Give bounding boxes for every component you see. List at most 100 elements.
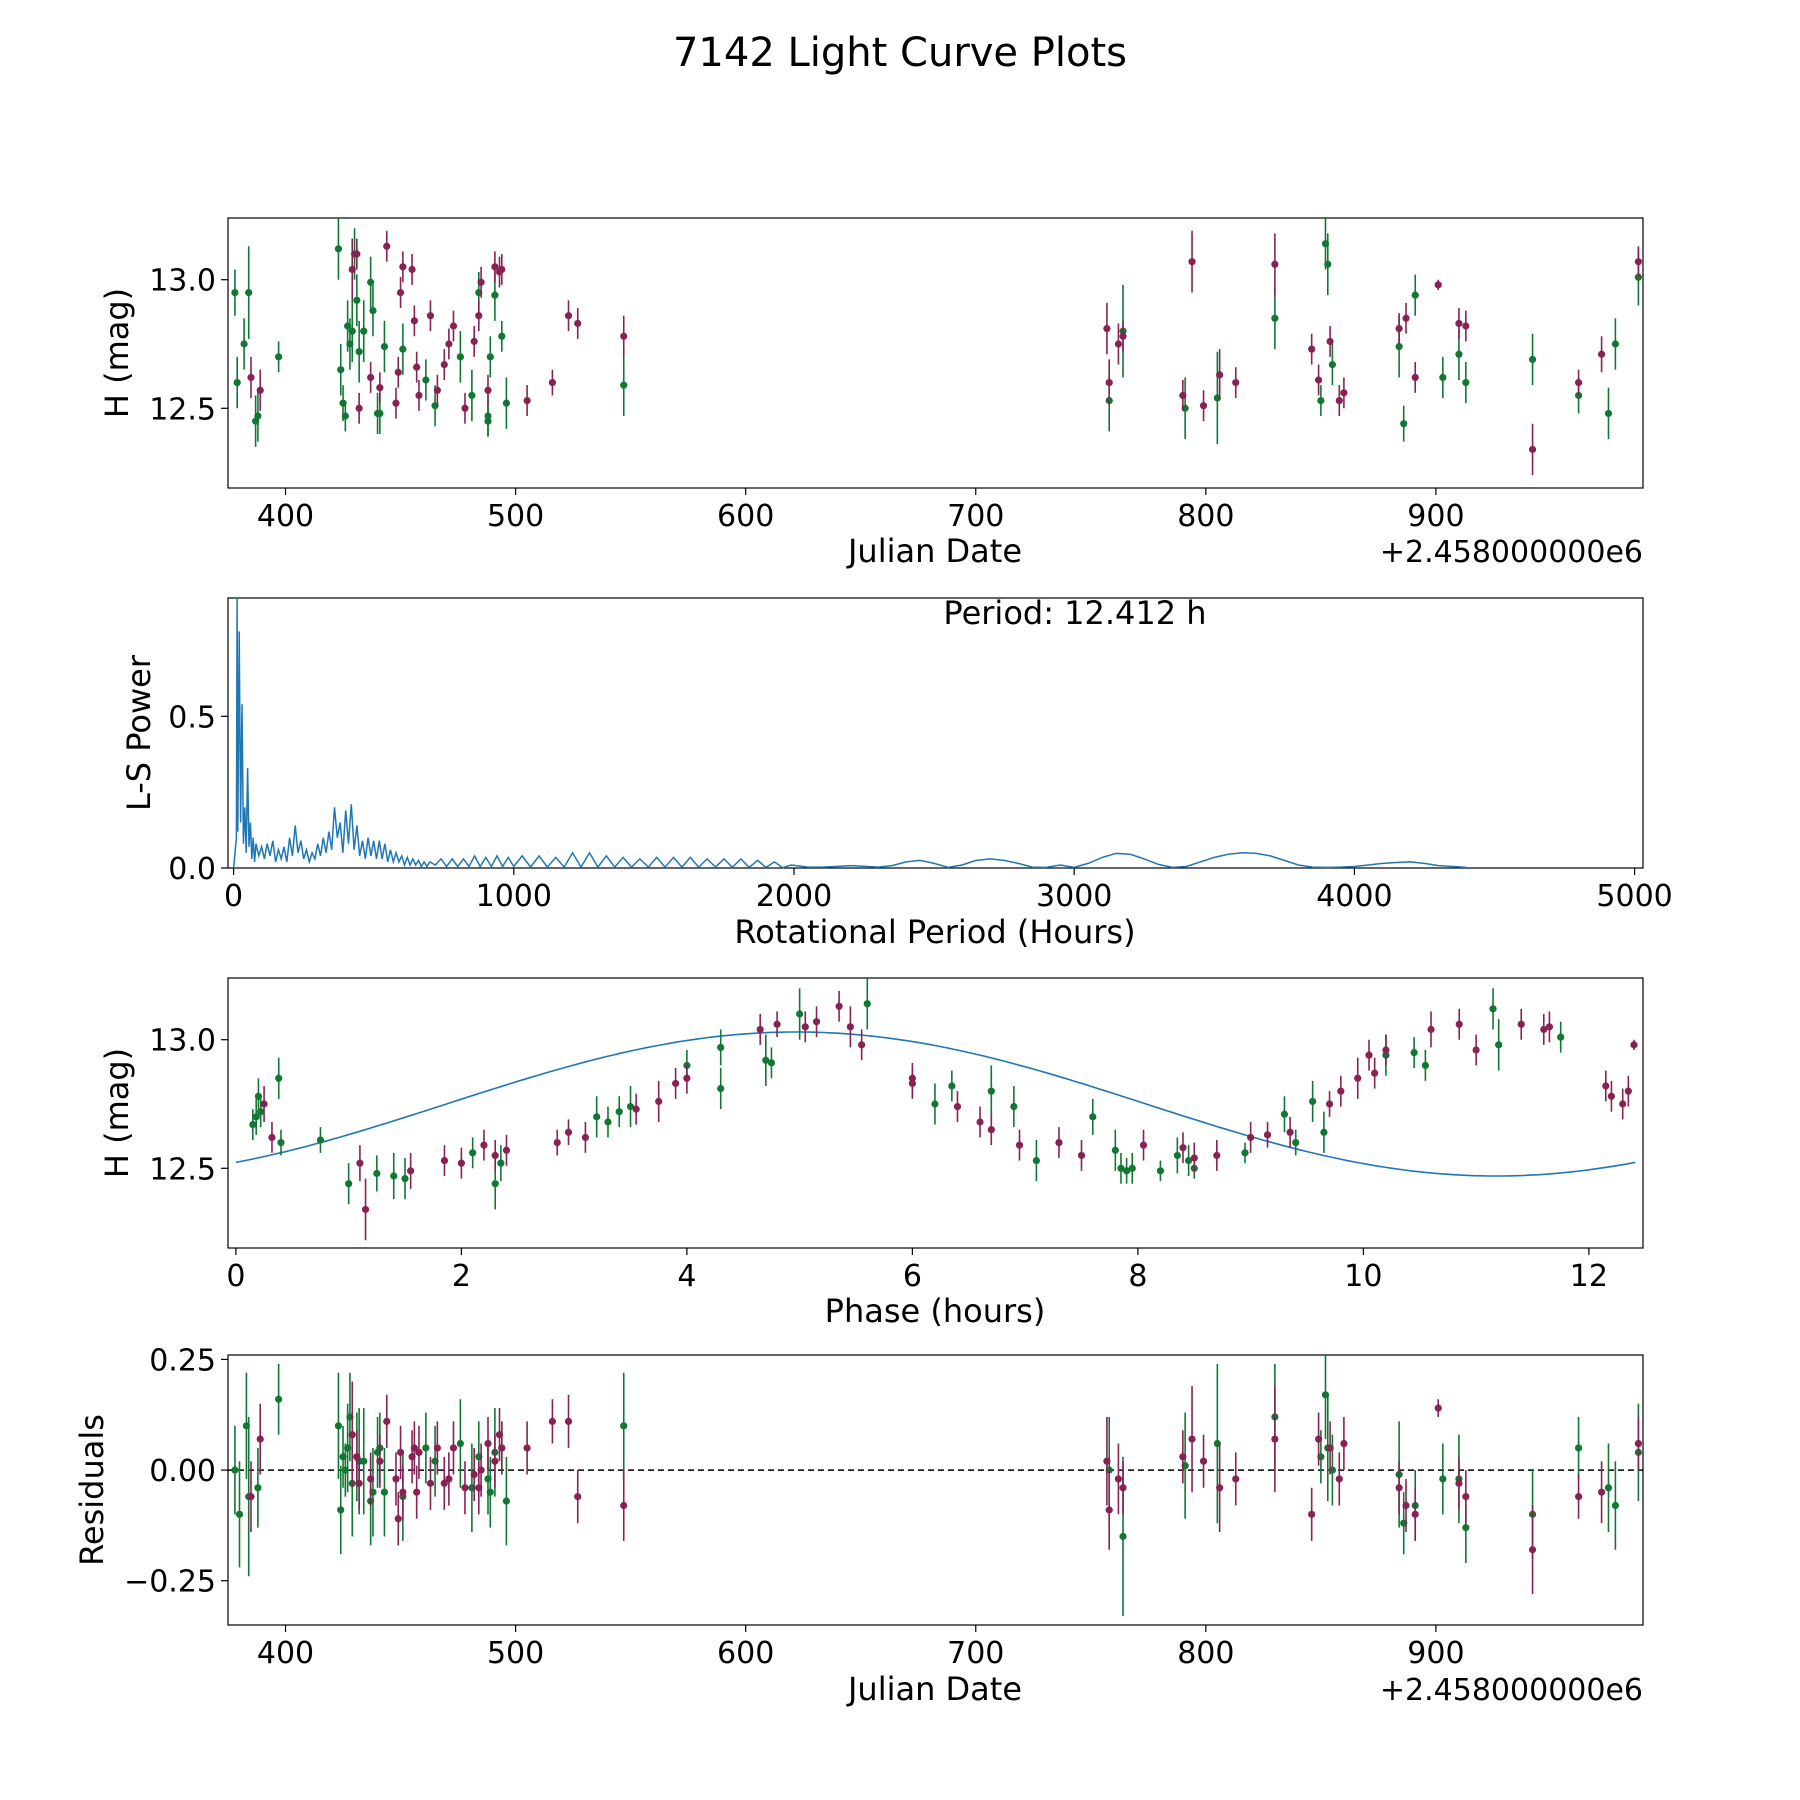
phased-data-point: [604, 1118, 612, 1126]
lightcurve-data-point: [1119, 332, 1127, 340]
residuals-data-point: [1340, 1439, 1348, 1448]
residuals-ytick-label: 0.00: [149, 1454, 216, 1489]
phased-data-point: [1517, 1020, 1525, 1028]
lightcurve-xtick-label: 700: [947, 499, 1004, 534]
residuals-data-point: [337, 1506, 345, 1514]
phased-data-point: [835, 1002, 843, 1010]
lightcurve-data-point: [445, 340, 453, 348]
residuals-data-point: [413, 1488, 421, 1496]
periodogram-ytick-label: 0.5: [168, 700, 216, 735]
phased-data-point: [1624, 1087, 1632, 1095]
phased-data-point: [356, 1159, 364, 1167]
residuals-xtick-label: 500: [487, 1636, 544, 1671]
phased-data-point: [373, 1169, 381, 1178]
periodogram-ytick-label: 0.0: [168, 852, 216, 887]
phased-xtick-label: 10: [1344, 1259, 1382, 1294]
lightcurve-data-point: [1402, 314, 1410, 322]
residuals-data-point: [410, 1444, 418, 1452]
phased-data-point: [1055, 1138, 1063, 1147]
lightcurve-data-point: [392, 399, 400, 407]
lightcurve-data-point: [491, 291, 499, 299]
phased-data-point: [1557, 1033, 1565, 1041]
residuals-data-point: [1119, 1484, 1127, 1492]
lightcurve-data-point: [380, 342, 389, 351]
residuals-xlabel: Julian Date: [846, 1670, 1022, 1708]
lightcurve-data-point: [1114, 340, 1123, 348]
residuals-data-point: [422, 1444, 430, 1452]
residuals-data-point: [1597, 1488, 1606, 1496]
phased-data-point: [948, 1082, 956, 1090]
lightcurve-data-point: [1462, 322, 1470, 330]
periodogram-marks: [232, 597, 1467, 869]
lightcurve-data-point: [254, 412, 262, 420]
residuals-data-point: [348, 1431, 356, 1439]
residuals-xtick-label: 700: [947, 1636, 1004, 1671]
residuals-data-point: [1216, 1484, 1224, 1492]
residuals-xticks: 400 500 600 700 800 900: [257, 1625, 1465, 1671]
lightcurve-data-point: [440, 360, 448, 369]
lightcurve-data-point: [360, 327, 368, 335]
lightcurve-data-point: [231, 288, 239, 297]
phased-panel: Phase (hours) H (mag) 0 2 4 6 8 10 12 12.5 13.0: [98, 977, 1644, 1330]
lightcurve-data-point: [245, 288, 253, 297]
lightcurve-data-point: [484, 386, 492, 394]
periodogram-xtick-label: 4000: [1316, 879, 1392, 914]
phased-data-point: [615, 1108, 623, 1116]
residuals-data-point: [426, 1479, 435, 1487]
residuals-yticks: −0.25 0.00 0.25: [124, 1343, 228, 1600]
lightcurve-data-point: [247, 373, 255, 382]
periodogram-xtick-label: 0: [224, 879, 243, 914]
lightcurve-data-point: [355, 348, 363, 356]
phased-data-point: [1455, 1020, 1463, 1028]
periodogram-xtick-label: 5000: [1596, 879, 1672, 914]
lightcurve-data-point: [433, 386, 441, 394]
lightcurve-data-point: [413, 363, 421, 371]
phased-data-point: [345, 1180, 353, 1188]
phased-data-point: [1354, 1074, 1362, 1082]
phased-xtick-label: 2: [452, 1259, 471, 1294]
phased-data-point: [858, 1041, 866, 1049]
residuals-data-point: [1314, 1435, 1323, 1443]
phased-data-point: [1089, 1113, 1097, 1121]
phased-data-point: [1280, 1110, 1289, 1118]
lightcurve-xtick-label: 500: [487, 499, 544, 534]
lightcurve-data-point: [461, 404, 469, 412]
residuals-data-point: [486, 1488, 494, 1496]
residuals-data-point: [1114, 1475, 1123, 1483]
phased-xtick-label: 0: [226, 1259, 245, 1294]
residuals-data-point: [1179, 1453, 1187, 1461]
residuals-data-point: [1434, 1404, 1442, 1412]
phased-yticks: 12.5 13.0: [149, 1024, 228, 1187]
phased-data-point: [1292, 1138, 1300, 1147]
phased-ytick-label: 12.5: [149, 1152, 216, 1187]
lightcurve-data-point: [1455, 350, 1463, 358]
residuals-xtick-label: 400: [257, 1636, 314, 1671]
phased-data-point: [801, 1023, 809, 1031]
phased-data-point: [1540, 1025, 1548, 1034]
lightcurve-data-point: [355, 404, 363, 412]
residuals-data-point: [440, 1479, 448, 1487]
phased-data-point: [1489, 1005, 1497, 1013]
lightcurve-data-point: [408, 265, 416, 274]
residuals-data-point: [1395, 1484, 1403, 1492]
residuals-data-point: [1455, 1479, 1463, 1487]
phased-data-point: [502, 1146, 511, 1154]
residuals-data-point: [456, 1439, 464, 1448]
residuals-data-point: [376, 1457, 384, 1465]
periodogram-panel: Rotational Period (Hours) L-S Power Peri…: [120, 594, 1673, 951]
phased-data-point: [1263, 1131, 1272, 1139]
residuals-data-point: [355, 1479, 363, 1487]
lightcurve-data-point: [1103, 324, 1111, 333]
phased-data-point: [1139, 1141, 1148, 1149]
lightcurve-data-point: [334, 245, 343, 253]
phased-data-point: [1213, 1151, 1221, 1160]
residuals-axes-frame: [227, 1354, 1644, 1626]
lightcurve-data-point: [1462, 378, 1470, 387]
phased-data-point: [1607, 1092, 1616, 1100]
lightcurve-data-point: [498, 265, 506, 274]
phased-data-point: [440, 1156, 449, 1165]
lightcurve-data-point: [1411, 291, 1419, 299]
phased-data-point: [717, 1043, 725, 1052]
phased-data-point: [987, 1126, 995, 1134]
